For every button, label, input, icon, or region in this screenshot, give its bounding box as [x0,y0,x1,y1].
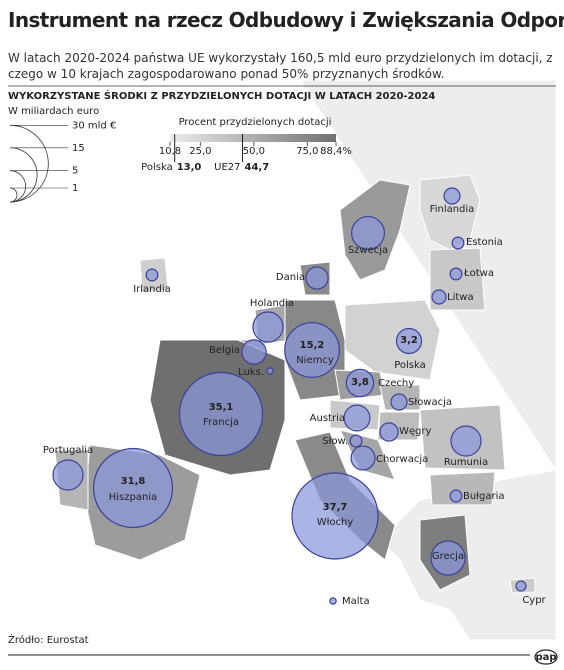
country-name: Belgia [209,345,240,356]
value-label: 15,2 [300,340,325,351]
bubble [52,459,84,491]
marker-value: 13,0 [177,162,202,173]
bubble [343,404,371,432]
bubble [443,187,461,205]
bubble [449,267,463,281]
country-name: Słowacja [408,397,452,408]
country-name: Portugalia [43,445,93,456]
bubble [390,393,408,411]
bubble [451,236,465,250]
color-scale-tick-label: 25,0 [189,146,211,157]
country-name: Rumunia [444,457,488,468]
bubble [450,425,482,457]
size-legend-label: 30 mld € [72,120,116,131]
country-name: Niemcy [296,355,334,366]
bubble [431,289,447,305]
bubble [305,266,329,290]
size-legend-circle [9,124,49,203]
color-scale-tick-label: 88,4% [320,146,352,157]
country-name: Malta [342,596,370,607]
size-legend-circle [9,147,38,203]
country-name: Irlandia [133,284,171,295]
marker-value: 44,7 [245,162,270,173]
country-name: Austria [310,413,345,424]
country-name: Chorwacja [376,454,428,465]
bubble [145,268,159,282]
value-label: 37,7 [323,502,348,513]
bubble [284,322,340,378]
country-name: Hiszpania [109,492,157,503]
country-name: Finlandia [430,204,475,215]
title: Instrument na rzecz Odbudowy i Zwiększan… [8,8,564,32]
country-name: Estonia [466,237,503,248]
marker-name: Polska [141,162,173,173]
bubble [241,339,267,365]
country-name: Słow. [322,436,348,447]
bubbles [52,187,527,605]
bubble [92,447,174,529]
bubble [178,371,264,457]
value-label: 3,2 [400,335,418,346]
country-name: Włochy [317,517,354,528]
bubble [379,422,399,442]
bubble [252,311,284,343]
country-name: Dania [276,272,305,283]
country-name: Francja [203,417,239,428]
logo: pap [535,652,556,663]
value-label: 31,8 [121,476,146,487]
country-name: Luks. [238,367,264,378]
bubble [395,327,423,355]
country-name: Szwecja [348,245,388,256]
country-name: Łotwa [463,268,494,279]
bubble [449,489,463,503]
size-legend-label: 5 [72,166,78,177]
bubble [291,472,379,560]
country-name: Holandia [250,298,294,309]
marker-name: UE27 [214,162,240,173]
color-scale-tick-label: 10,8 [159,146,181,157]
country-name: Węgry [399,426,431,437]
country-name: Cypr [522,595,546,606]
size-legend-label: 1 [72,183,78,194]
value-label: 35,1 [209,402,234,413]
bubble [345,368,375,398]
chart-title: WYKORZYSTANE ŚRODKI Z PRZYDZIELONYCH DOT… [8,89,435,102]
source: Źródło: Eurostat [8,633,89,646]
bubble [430,540,466,576]
value-label: 3,8 [351,377,369,388]
bubble [349,434,363,448]
country-name: Polska [394,360,426,371]
size-legend-circle [9,170,26,203]
country-name: Grecja [432,551,464,562]
bubble [329,597,337,605]
bubble [350,215,386,251]
color-scale-tick-label: 50,0 [243,146,265,157]
size-legend-circle [9,187,18,203]
bubble [515,580,527,592]
subtitle: W latach 2020-2024 państwa UE wykorzysta… [8,51,553,81]
color-scale-title: Procent przydzielonych dotacji [179,117,332,128]
unit-label: W miliardach euro [8,106,99,117]
country-name: Czechy [378,378,414,389]
bubble [266,367,274,375]
logo-badge [534,649,558,665]
country-name: Litwa [447,292,474,303]
bubble [350,445,376,471]
color-scale-tick-label: 75,0 [296,146,318,157]
country-name: Bułgaria [463,491,505,502]
color-scale-bar [170,134,336,142]
size-legend-label: 15 [72,143,85,154]
